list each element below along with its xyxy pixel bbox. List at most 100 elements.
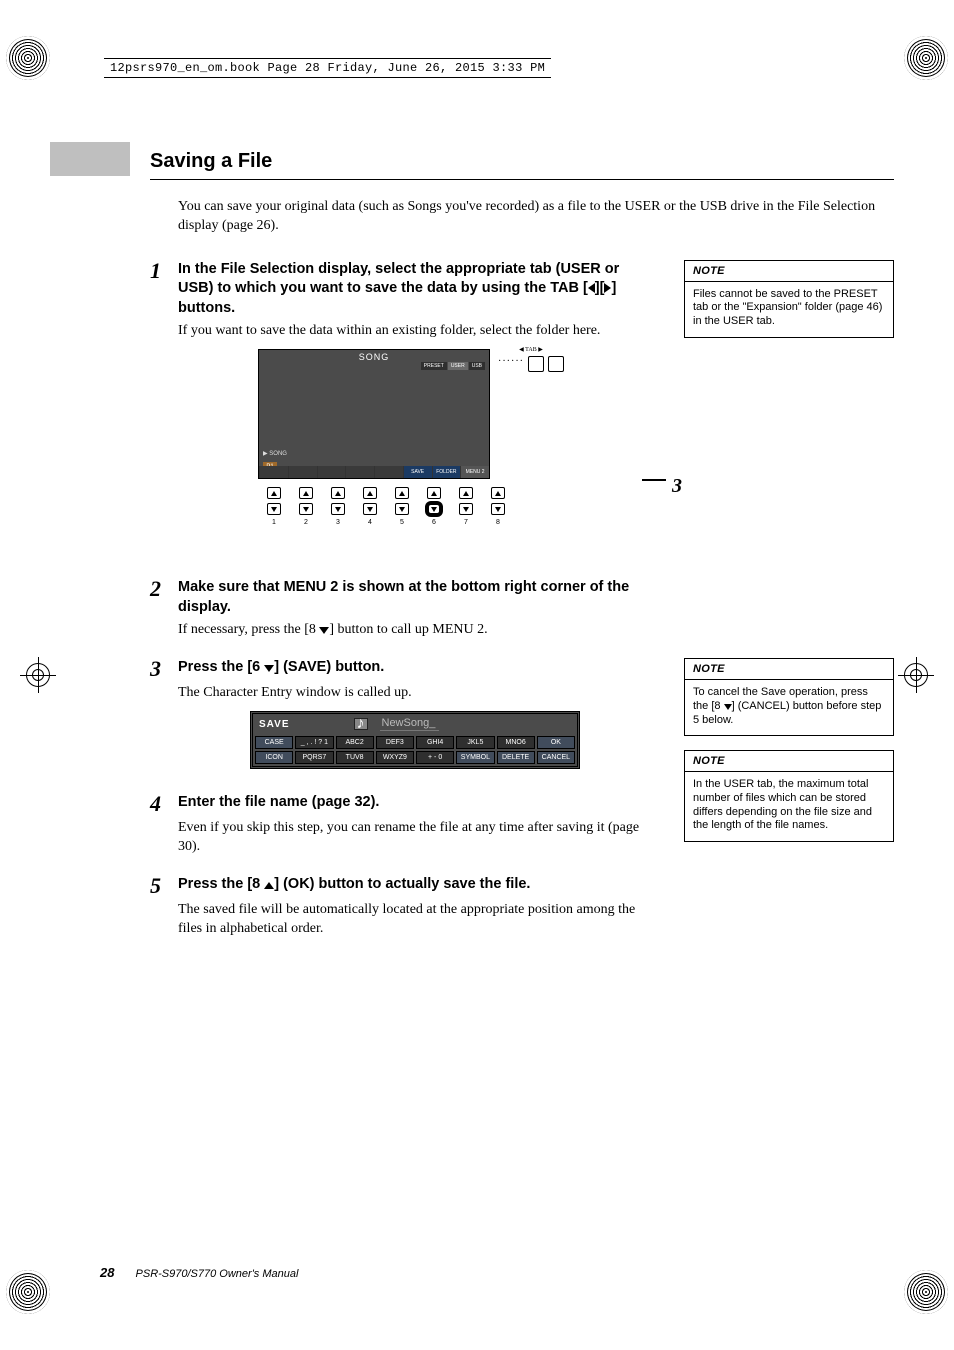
step-body: If necessary, press the [8 ] button to c… <box>178 621 640 640</box>
panel-button-up <box>459 487 473 499</box>
note-text: To cancel the Save operation, press the … <box>693 686 881 726</box>
key: ICON <box>255 751 293 764</box>
step-2: 2 Make sure that MENU 2 is shown at the … <box>150 578 640 640</box>
book-meta-line: 12psrs970_en_om.book Page 28 Friday, Jun… <box>104 58 551 78</box>
triangle-right-icon <box>604 283 611 293</box>
registration-mark <box>6 1270 50 1314</box>
song-tab: PRESET <box>421 362 447 370</box>
section-rule <box>150 179 894 180</box>
note-text: In the USER tab, the maximum total numbe… <box>693 778 872 831</box>
panel-button-number: 7 <box>450 519 482 526</box>
triangle-left-icon <box>588 283 595 293</box>
step-body: The Character Entry window is called up. <box>178 684 656 703</box>
key: ABC2 <box>336 736 374 749</box>
panel-button-number: 1 <box>258 519 290 526</box>
panel-button-up <box>331 487 345 499</box>
step-4: 4 Enter the file name (page 32). Even if… <box>150 793 656 857</box>
page-footer: 28 PSR-S970/S770 Owner's Manual <box>100 1265 298 1280</box>
panel-button-number: 3 <box>322 519 354 526</box>
step-heading: Press the [6 ] (SAVE) button. <box>178 658 656 680</box>
note-label: NOTE <box>685 261 893 282</box>
crop-mark <box>898 657 934 693</box>
step-5: 5 Press the [8 ] (OK) button to actually… <box>150 875 656 939</box>
song-display-tabs: PRESET USER USB <box>421 362 485 370</box>
key: SYMBOL <box>456 751 494 764</box>
registration-mark <box>6 36 50 80</box>
note-box-2: NOTE To cancel the Save operation, press… <box>684 658 894 736</box>
page-number: 28 <box>100 1265 114 1280</box>
key: + - 0 <box>416 751 454 764</box>
note-text: Files cannot be saved to the PRESET tab … <box>693 288 882 328</box>
menu-cell <box>288 466 317 478</box>
key: MNO6 <box>497 736 535 749</box>
tab-right-button <box>548 356 564 372</box>
song-tab: USB <box>469 362 485 370</box>
key: TUV8 <box>336 751 374 764</box>
key: PQRS7 <box>295 751 333 764</box>
step-body: If you want to save the data within an e… <box>178 322 656 341</box>
figure-character-entry: SAVE ♪ NewSong_ CASE _ , . ! ? 1 ABC2 DE… <box>250 711 580 769</box>
key: WXYZ9 <box>376 751 414 764</box>
step-number: 4 <box>150 793 178 815</box>
step-number: 3 <box>150 658 178 680</box>
callout-line <box>642 479 666 481</box>
step-3: 3 Press the [6 ] (SAVE) button. The Char… <box>150 658 656 775</box>
step-heading: Press the [8 ] (OK) button to actually s… <box>178 875 656 897</box>
key: GHI4 <box>416 736 454 749</box>
note-label: NOTE <box>685 751 893 772</box>
key-delete: DELETE <box>497 751 535 764</box>
song-tab: USER <box>448 362 468 370</box>
song-display-screen: SONG PRESET USER USB ▶ SONG P1 <box>258 349 490 479</box>
song-display-title: SONG <box>259 352 489 362</box>
panel-button-down <box>267 503 281 515</box>
triangle-up-icon <box>264 882 274 889</box>
panel-button-up <box>299 487 313 499</box>
section-intro: You can save your original data (such as… <box>178 198 894 236</box>
note-label: NOTE <box>685 659 893 680</box>
triangle-down-icon <box>724 704 732 710</box>
key: JKL5 <box>456 736 494 749</box>
note-box-3: NOTE In the USER tab, the maximum total … <box>684 750 894 842</box>
song-bottom-menu: SAVE FOLDER MENU 2 <box>259 466 489 478</box>
step-number: 1 <box>150 260 178 319</box>
panel-button-up <box>363 487 377 499</box>
key: DEF3 <box>376 736 414 749</box>
menu-cell <box>317 466 346 478</box>
triangle-down-icon <box>264 665 274 672</box>
panel-button-up <box>267 487 281 499</box>
step-body: Even if you skip this step, you can rena… <box>178 819 656 857</box>
key: CASE <box>255 736 293 749</box>
key-ok: OK <box>537 736 575 749</box>
panel-button-number: 2 <box>290 519 322 526</box>
panel-button-number: 5 <box>386 519 418 526</box>
char-entry-title: SAVE <box>259 719 290 730</box>
step-heading: Enter the file name (page 32). <box>178 793 656 815</box>
panel-button-down <box>299 503 313 515</box>
menu-cell <box>345 466 374 478</box>
panel-button-up <box>395 487 409 499</box>
panel-button-up <box>427 487 441 499</box>
step-number: 2 <box>150 578 178 617</box>
menu-cell-menu2: MENU 2 <box>460 466 489 478</box>
crop-mark <box>20 657 56 693</box>
panel-button-grid: 1 2 3 4 5 6 7 8 <box>258 487 514 526</box>
key-cancel: CANCEL <box>537 751 575 764</box>
panel-button-up <box>491 487 505 499</box>
music-file-icon: ♪ <box>354 718 368 730</box>
figure-song-display: SONG PRESET USER USB ▶ SONG P1 <box>258 349 656 526</box>
note-box-1: NOTE Files cannot be saved to the PRESET… <box>684 260 894 338</box>
menu-cell <box>259 466 288 478</box>
menu-cell-folder: FOLDER <box>432 466 461 478</box>
step-heading: In the File Selection display, select th… <box>178 260 656 319</box>
char-entry-filename: NewSong_ <box>380 717 440 731</box>
key: _ , . ! ? 1 <box>295 736 333 749</box>
step-heading: Make sure that MENU 2 is shown at the bo… <box>178 578 640 617</box>
panel-button-down <box>459 503 473 515</box>
panel-button-number: 4 <box>354 519 386 526</box>
char-entry-keys: CASE _ , . ! ? 1 ABC2 DEF3 GHI4 JKL5 MNO… <box>253 734 577 766</box>
tab-left-button <box>528 356 544 372</box>
registration-mark <box>904 36 948 80</box>
callout-3: 3 <box>672 475 682 498</box>
panel-button-down <box>491 503 505 515</box>
panel-button-number: 6 <box>418 519 450 526</box>
